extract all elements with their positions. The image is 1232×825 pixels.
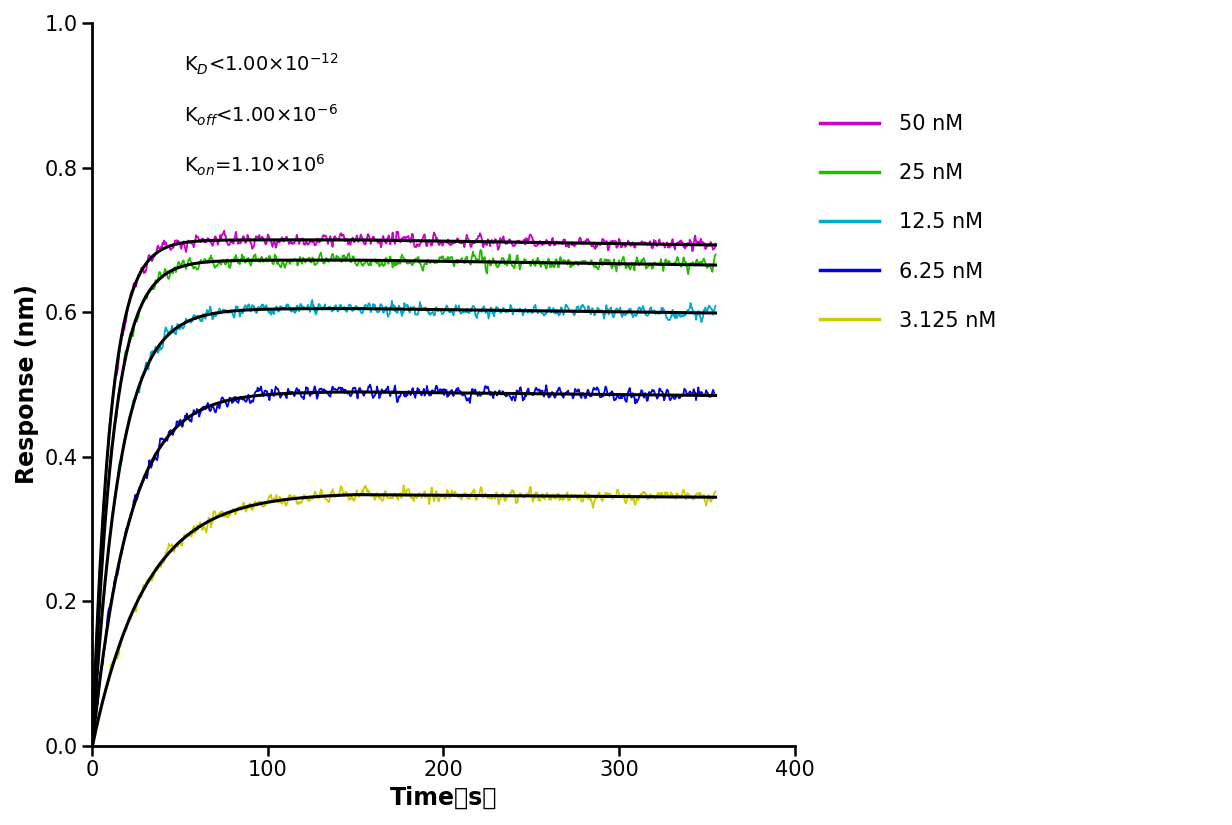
- 3.125 nM: [708, 487, 723, 497]
- 25 nM: [473, 245, 488, 255]
- 50 nM: [558, 242, 573, 252]
- 25 nM: [558, 257, 573, 266]
- Line: 6.25 nM: 6.25 nM: [92, 384, 716, 740]
- 3.125 nM: [558, 490, 573, 500]
- 6.25 nM: [85, 735, 100, 745]
- 50 nM: [622, 238, 637, 248]
- 25 nM: [85, 747, 100, 757]
- Line: 25 nM: 25 nM: [92, 250, 716, 752]
- 25 nM: [447, 262, 462, 271]
- 6.25 nM: [362, 380, 377, 389]
- 25 nM: [622, 265, 637, 275]
- 6.25 nM: [123, 514, 138, 524]
- Y-axis label: Response (nm): Response (nm): [15, 285, 39, 484]
- 3.125 nM: [464, 488, 479, 498]
- Line: 3.125 nM: 3.125 nM: [92, 485, 716, 752]
- 12.5 nM: [622, 306, 637, 316]
- 12.5 nM: [558, 299, 573, 309]
- 12.5 nM: [708, 301, 723, 311]
- Text: K$_{D}$<1.00×10$^{-12}$: K$_{D}$<1.00×10$^{-12}$: [184, 52, 338, 77]
- 12.5 nM: [447, 303, 462, 313]
- 6.25 nM: [483, 390, 498, 400]
- 3.125 nM: [447, 487, 462, 497]
- 6.25 nM: [622, 383, 637, 393]
- 12.5 nM: [306, 295, 320, 305]
- X-axis label: Time（s）: Time（s）: [389, 786, 498, 810]
- Text: K$_{on}$=1.10×10$^{6}$: K$_{on}$=1.10×10$^{6}$: [184, 153, 325, 178]
- 6.25 nM: [558, 389, 573, 399]
- 3.125 nM: [483, 493, 498, 503]
- 3.125 nM: [123, 612, 138, 622]
- 3.125 nM: [85, 747, 100, 757]
- 50 nM: [123, 289, 138, 299]
- 50 nM: [85, 741, 100, 751]
- Legend: 50 nM, 25 nM, 12.5 nM, 6.25 nM, 3.125 nM: 50 nM, 25 nM, 12.5 nM, 6.25 nM, 3.125 nM: [812, 106, 1005, 339]
- 25 nM: [463, 260, 478, 270]
- 6.25 nM: [464, 387, 479, 397]
- Text: K$_{off}$<1.00×10$^{-6}$: K$_{off}$<1.00×10$^{-6}$: [184, 102, 338, 128]
- 12.5 nM: [123, 409, 138, 419]
- 50 nM: [708, 239, 723, 249]
- 3.125 nM: [622, 489, 637, 499]
- 12.5 nM: [483, 305, 498, 315]
- Line: 12.5 nM: 12.5 nM: [92, 300, 716, 744]
- 25 nM: [483, 261, 498, 271]
- 3.125 nM: [397, 480, 411, 490]
- 12.5 nM: [464, 306, 479, 316]
- 12.5 nM: [85, 739, 100, 749]
- 50 nM: [447, 238, 462, 248]
- 25 nM: [708, 249, 723, 259]
- 50 nM: [483, 241, 498, 251]
- Line: 50 nM: 50 nM: [92, 231, 716, 746]
- 50 nM: [464, 242, 479, 252]
- 25 nM: [123, 328, 138, 337]
- 6.25 nM: [447, 388, 462, 398]
- 50 nM: [217, 226, 232, 236]
- 6.25 nM: [708, 390, 723, 400]
